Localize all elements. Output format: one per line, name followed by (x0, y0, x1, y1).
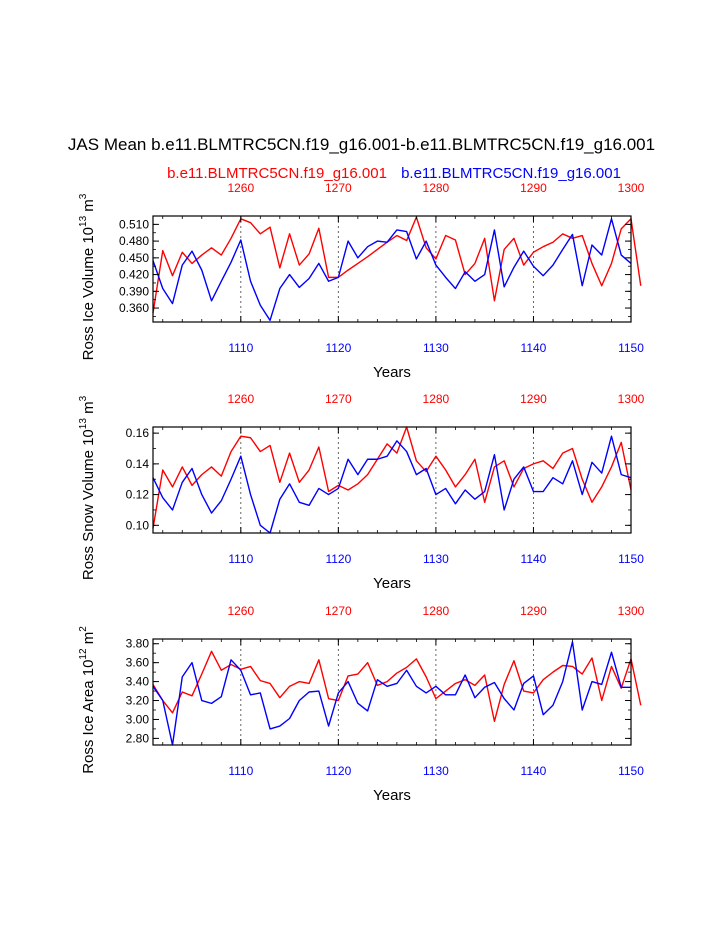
x-tick-label-top: 1270 (325, 181, 352, 195)
series-line-blue (152, 218, 632, 322)
x-tick-label-bottom: 1130 (423, 552, 449, 566)
y-tick-label: 0.360 (119, 301, 149, 315)
y-tick-label: 3.40 (126, 675, 150, 689)
y-tick-label: 0.420 (119, 268, 149, 282)
plot-frame (152, 426, 632, 534)
y-label-base: Ross Ice Area 10 (80, 660, 97, 774)
y-label-unit-exponent: 3 (78, 395, 89, 401)
x-tick-label-bottom: 1110 (228, 552, 253, 566)
series-line-blue (152, 435, 632, 534)
x-axis-label: Years (373, 364, 411, 381)
panels: 0.360 0.390 0.420 0.450 0.480 0.510 1110 1120 11… (78, 181, 645, 804)
x-tick-label-bottom: 1140 (521, 341, 547, 355)
x-tick-label-top: 1260 (227, 181, 254, 195)
y-tick-label: 0.10 (126, 518, 150, 532)
x-tick-label-top: 1290 (520, 181, 547, 195)
legend-blue-case: b.e11.BLMTRC5CN.f19_g16.001 (401, 165, 621, 182)
x-tick-label-top: 1300 (618, 181, 645, 195)
x-tick-label-bottom: 1120 (325, 552, 351, 566)
series-line-blue (152, 641, 631, 746)
x-tick-label-bottom: 1130 (423, 341, 449, 355)
y-tick-label: 0.480 (119, 234, 149, 248)
series-line-red (152, 426, 632, 529)
y-tick-label: 2.80 (126, 731, 150, 745)
panel-2: 0.10 0.12 0.14 0.16 1110 1120 1130 1140 1150 1260… (78, 392, 645, 592)
y-label-unit: m (80, 401, 97, 418)
x-tick-label-top: 1260 (227, 604, 254, 618)
plot-frame (152, 638, 632, 746)
x-axis-label: Years (373, 575, 411, 592)
x-tick-label-bottom: 1130 (423, 764, 449, 778)
plot-frame (152, 215, 632, 323)
x-tick-label-top: 1280 (423, 181, 450, 195)
y-tick-label: 0.510 (119, 217, 149, 231)
x-tick-label-top: 1300 (618, 392, 645, 406)
x-tick-label-top: 1280 (423, 604, 450, 618)
x-tick-label-top: 1290 (520, 604, 547, 618)
x-tick-label-bottom: 1140 (521, 764, 547, 778)
x-tick-label-top: 1270 (325, 604, 352, 618)
x-tick-label-top: 1270 (325, 392, 352, 406)
y-tick-label: 0.16 (126, 426, 150, 440)
y-label-base: Ross Ice Volume 10 (80, 227, 97, 360)
y-tick-label: 3.20 (126, 694, 150, 708)
y-label-unit-exponent: 3 (78, 193, 89, 199)
legend-red-case: b.e11.BLMTRC5CN.f19_g16.001 (167, 165, 387, 182)
series-line-red (152, 650, 642, 723)
x-tick-label-bottom: 1150 (618, 552, 644, 566)
panel-3: 2.80 3.00 3.20 3.40 3.60 3.80 1110 1120 1130 1140… (78, 604, 645, 804)
x-tick-label-bottom: 1120 (325, 764, 351, 778)
x-tick-label-top: 1260 (227, 392, 254, 406)
y-tick-label: 0.12 (126, 488, 150, 502)
y-tick-label: 3.60 (126, 656, 150, 670)
y-tick-label: 3.80 (126, 637, 150, 651)
series-line-red (152, 216, 642, 314)
x-tick-label-top: 1290 (520, 392, 547, 406)
x-tick-label-bottom: 1150 (618, 764, 644, 778)
y-axis-label: Ross Ice Area 1012 m2 (78, 626, 97, 774)
y-axis-label: Ross Ice Volume 1013 m3 (78, 193, 97, 360)
y-tick-label: 0.450 (119, 251, 149, 265)
x-tick-label-bottom: 1110 (228, 341, 253, 355)
chart-title: JAS Mean b.e11.BLMTRC5CN.f19_g16.001-b.e… (68, 135, 655, 154)
x-tick-label-bottom: 1110 (228, 764, 253, 778)
x-tick-label-bottom: 1140 (521, 552, 547, 566)
y-label-exponent: 13 (78, 215, 89, 227)
x-tick-label-top: 1300 (618, 604, 645, 618)
y-label-base: Ross Snow Volume 10 (80, 429, 97, 580)
y-label-unit-exponent: 2 (78, 626, 89, 632)
x-tick-label-top: 1280 (423, 392, 450, 406)
x-tick-label-bottom: 1150 (618, 341, 644, 355)
panel-1: 0.360 0.390 0.420 0.450 0.480 0.510 1110 1120 11… (78, 181, 645, 381)
y-tick-label: 0.14 (126, 457, 150, 471)
y-tick-label: 3.00 (126, 712, 150, 726)
x-axis-label: Years (373, 787, 411, 804)
y-label-unit: m (80, 199, 97, 216)
y-tick-label: 0.390 (119, 284, 149, 298)
y-axis-label: Ross Snow Volume 1013 m3 (78, 395, 97, 580)
y-label-exponent: 13 (78, 418, 89, 430)
x-tick-label-bottom: 1120 (325, 341, 351, 355)
y-label-exponent: 12 (78, 648, 89, 660)
y-label-unit: m (80, 632, 97, 649)
